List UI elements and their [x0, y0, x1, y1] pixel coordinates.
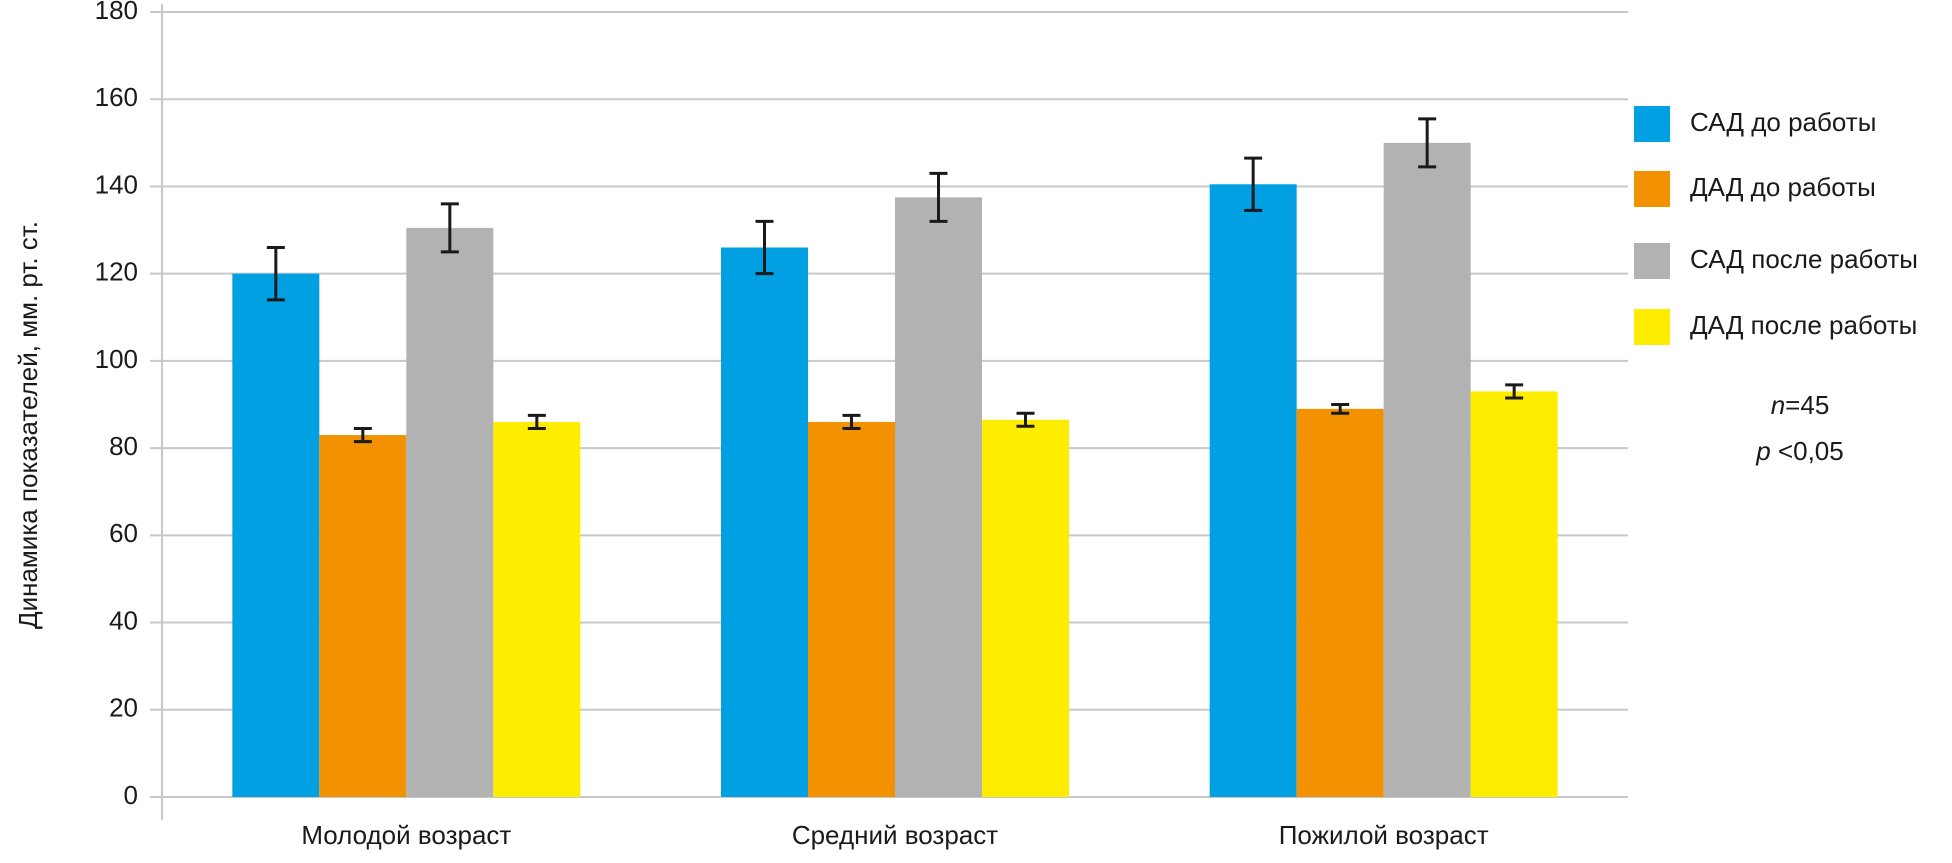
legend-label: ДАД после работы	[1690, 310, 1917, 340]
error-bar	[527, 413, 546, 430]
y-axis-title: Динамика показателей, мм. рт. ст.	[13, 221, 43, 629]
bar	[895, 197, 982, 797]
bar	[406, 227, 494, 797]
bar	[808, 421, 895, 797]
error-bar	[266, 246, 285, 302]
legend-swatch	[1634, 106, 1670, 142]
bar	[1383, 142, 1471, 798]
y-tick-label: 60	[109, 518, 138, 548]
annotation-part: =45	[1785, 390, 1829, 420]
y-tick-label: 120	[95, 257, 138, 287]
x-tick-label: Средний возраст	[792, 820, 998, 850]
error-bar	[353, 426, 372, 444]
bar	[319, 435, 407, 797]
error-bar	[842, 413, 861, 430]
y-tick-label: 0	[124, 780, 138, 810]
legend-swatch	[1634, 171, 1670, 207]
error-bar	[755, 219, 774, 276]
bar	[1470, 391, 1558, 797]
error-bar	[440, 202, 459, 254]
legend-label: САД после работы	[1690, 244, 1918, 274]
legend-swatch	[1634, 243, 1670, 279]
annotation-part: n	[1771, 390, 1785, 420]
error-bar	[929, 171, 948, 223]
x-tick-label: Пожилой возраст	[1279, 820, 1489, 850]
bar	[493, 421, 581, 797]
y-tick-label: 80	[109, 431, 138, 461]
y-tick-label: 180	[95, 0, 138, 25]
y-tick-label: 140	[95, 169, 138, 199]
bar	[1209, 184, 1297, 797]
bar	[1296, 408, 1384, 797]
bar	[982, 419, 1069, 797]
annotation-part: p	[1755, 436, 1770, 466]
annotation-part: <0,05	[1771, 436, 1844, 466]
error-bar	[1418, 117, 1437, 169]
x-tick-label: Молодой возраст	[301, 820, 511, 850]
error-bar	[1505, 383, 1524, 400]
bar	[721, 247, 808, 797]
y-tick-label: 40	[109, 605, 138, 635]
legend-label: ДАД до работы	[1690, 172, 1876, 202]
error-bar	[1331, 403, 1350, 415]
y-tick-label: 100	[95, 344, 138, 374]
y-tick-label: 20	[109, 693, 138, 723]
y-tick-label: 160	[95, 82, 138, 112]
legend-label: САД до работы	[1690, 107, 1876, 137]
error-bar	[1016, 411, 1035, 428]
bar	[232, 273, 320, 798]
error-bar	[1244, 156, 1263, 212]
legend-swatch	[1634, 309, 1670, 345]
annotation: n=45	[1771, 390, 1830, 420]
annotation: p <0,05	[1755, 436, 1843, 466]
